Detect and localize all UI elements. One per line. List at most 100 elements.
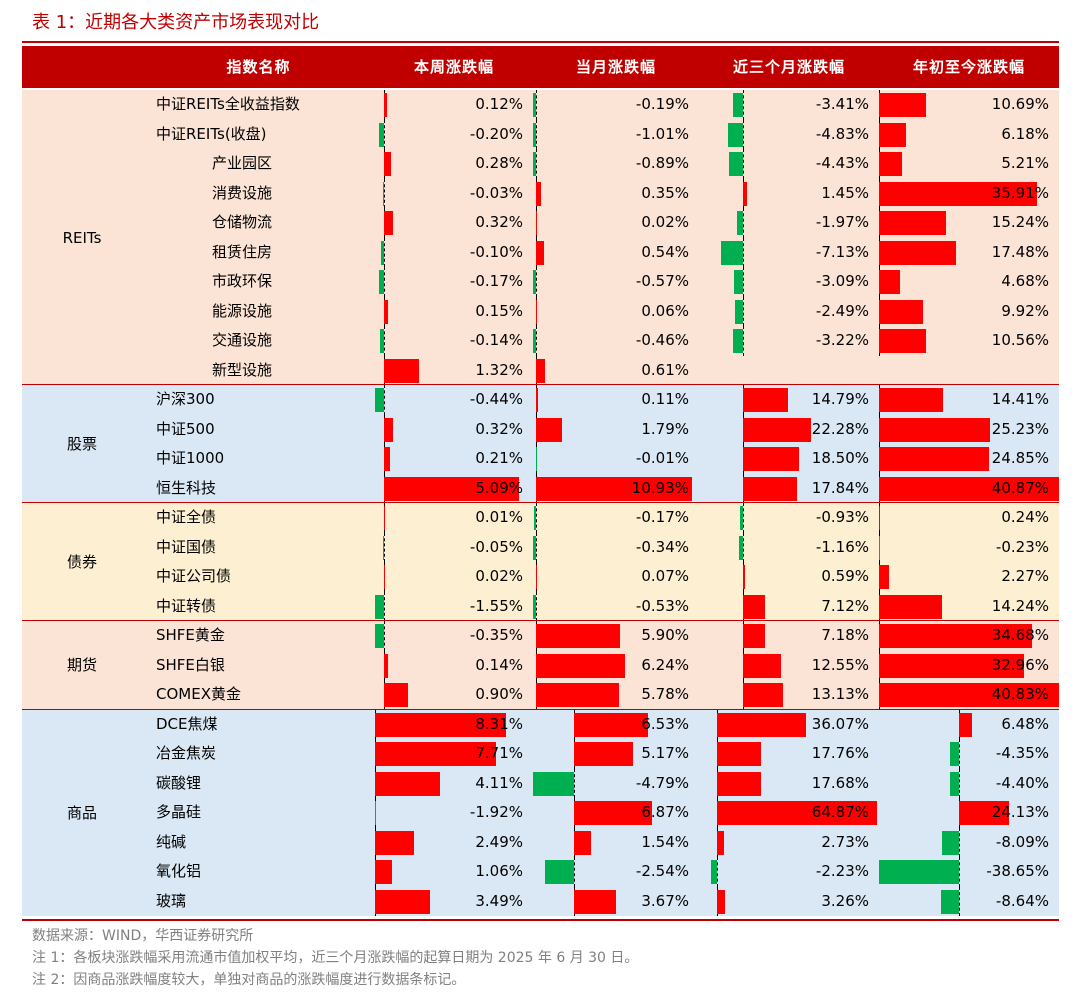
value-text: -0.05% [469,537,523,556]
table-row: 冶金焦炭 7.71% 5.17% 17.76% -4.35% [22,739,1059,769]
data-bar [949,771,959,796]
bar-axis [743,208,744,238]
index-name: 多晶硅 [156,803,202,821]
cell-week: 7.71% [375,739,533,769]
cell-three-month: 17.76% [699,739,879,769]
value-text: 6.24% [641,655,689,674]
data-bar [375,801,376,825]
value-text: 18.50% [811,449,869,467]
cell-three-month: -3.09% [699,267,879,297]
bar-axis [384,621,385,651]
header-ytd: 年初至今涨跌幅 [912,58,1025,76]
value-text: -0.44% [469,390,523,408]
data-bar [729,152,743,176]
cell-week: -0.03% [375,178,533,208]
data-bar [717,771,761,796]
bar-axis [384,591,385,621]
data-bar [384,299,388,324]
cell-week: 4.11% [375,768,533,798]
value-text: 1.79% [641,419,689,438]
value-text: 1.54% [641,832,689,851]
cell-three-month: 14.79% [699,385,879,415]
value-text: 13.13% [811,685,869,703]
value-text: -0.10% [469,242,523,261]
data-bar [879,535,880,560]
cell-ytd: 6.48% [879,709,1059,739]
cell-month: -0.19% [533,90,699,120]
index-name: 中证国债 [156,537,217,556]
cell-week: 0.28% [375,149,533,179]
value-text: 6.87% [641,803,689,821]
value-text: 0.21% [475,449,523,467]
cell-week: 8.31% [375,709,533,739]
cell-month: -2.54% [533,857,699,887]
cell-month: 6.53% [533,709,699,739]
data-bar [375,889,430,914]
cell-three-month: 2.73% [699,827,879,857]
value-text: 0.32% [475,213,523,231]
data-bar [375,388,384,412]
cell-three-month: -3.22% [699,326,879,356]
data-bar [879,476,1059,501]
cell-month: -0.46% [533,326,699,356]
index-name: 新型设施 [212,360,273,379]
value-text: 14.41% [991,390,1049,408]
table-row: 消费设施 -0.03% 0.35% 1.45% 35.91% [22,178,1059,208]
data-bar [740,506,743,530]
table-row: 玻璃 3.49% 3.67% 3.26% -8.64% [22,886,1059,916]
cell-month: 5.17% [533,739,699,769]
value-text: -0.01% [635,449,689,467]
table-row: 中证国债 -0.05% -0.34% -1.16% -0.23% [22,532,1059,562]
cell-week: -0.20% [375,119,533,149]
bar-axis [959,768,960,798]
data-bar [384,447,390,471]
cell-month: 6.24% [533,650,699,680]
value-text: 0.32% [475,419,523,438]
bar-axis [384,385,385,415]
cell-month: -0.34% [533,532,699,562]
data-bar [743,653,782,678]
data-bar [879,388,943,412]
data-bar [717,889,726,914]
index-name: 产业园区 [212,154,273,172]
value-text: 1.45% [821,183,869,202]
index-name: 玻璃 [156,891,187,910]
cell-three-month: 0.59% [699,562,879,592]
bar-axis [384,178,385,208]
bar-axis [536,532,537,562]
value-text: 14.24% [991,596,1049,615]
bar-axis [743,119,744,149]
cell-three-month: -0.93% [699,503,879,533]
data-bar [736,211,743,235]
cell-three-month: 1.45% [699,178,879,208]
index-name: 中证全债 [156,508,217,526]
value-text: 24.13% [991,803,1049,821]
value-text: 17.68% [811,773,869,792]
cell-month: -4.79% [533,768,699,798]
data-bar [533,535,536,560]
bar-axis [574,857,575,887]
index-name: COMEX黄金 [156,685,241,703]
bar-axis [384,532,385,562]
group-label: 股票 [66,435,97,453]
cell-three-month [699,356,879,386]
bar-axis [743,267,744,297]
value-text: -1.01% [635,124,689,143]
value-text: -0.35% [469,626,523,644]
cell-month: -0.17% [533,503,699,533]
value-text: 36.07% [811,714,869,733]
cell-three-month: 22.28% [699,414,879,444]
value-text: -0.14% [469,331,523,349]
value-text: 40.87% [991,478,1049,497]
cell-three-month: -1.97% [699,208,879,238]
data-bar [533,93,536,117]
data-bar [536,358,545,383]
data-bar [533,771,574,796]
cell-week: 3.49% [375,886,533,916]
bar-axis [536,149,537,179]
value-text: 0.11% [641,390,689,408]
value-text: -0.53% [635,596,689,615]
table-row: SHFE黄金 -0.35% 5.90% 7.18% 34.68% [22,621,1059,651]
value-text: 0.07% [641,567,689,585]
cell-month: 3.67% [533,886,699,916]
